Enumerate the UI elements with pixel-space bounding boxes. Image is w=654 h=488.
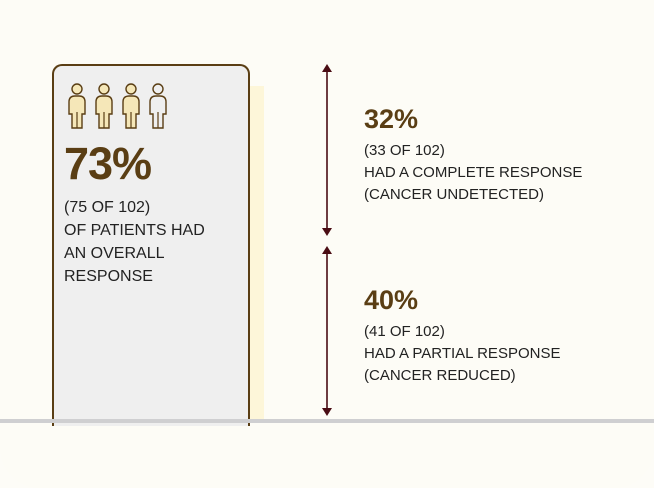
overall-count: (75 OF 102)	[64, 199, 151, 216]
complete-line1: HAD A COMPLETE RESPONSE	[364, 164, 583, 181]
complete-line2: (CANCER UNDETECTED)	[364, 186, 544, 203]
person-icon	[149, 83, 167, 129]
partial-response-arrow	[322, 246, 332, 416]
partial-percent: 40%	[364, 285, 419, 315]
overall-response-card: 73% (75 OF 102) OF PATIENTS HAD AN OVERA…	[52, 64, 250, 426]
overall-percent: 73%	[64, 138, 152, 189]
baseline	[0, 419, 654, 423]
overall-line3: RESPONSE	[64, 268, 153, 285]
partial-line1: HAD A PARTIAL RESPONSE	[364, 345, 561, 362]
complete-description: (33 OF 102) HAD A COMPLETE RESPONSE (CAN…	[364, 140, 582, 206]
overall-line1: OF PATIENTS HAD	[64, 222, 205, 239]
person-icon	[95, 83, 113, 129]
complete-percent: 32%	[364, 104, 419, 134]
overall-line2: AN OVERALL	[64, 245, 165, 262]
person-icon	[68, 83, 86, 129]
overall-description: (75 OF 102) OF PATIENTS HAD AN OVERALL R…	[64, 196, 205, 288]
partial-count: (41 OF 102)	[364, 323, 445, 340]
card-shadow	[250, 86, 264, 419]
person-icon	[122, 83, 140, 129]
patient-icons	[66, 82, 169, 130]
partial-line2: (CANCER REDUCED)	[364, 367, 516, 384]
complete-response-arrow	[322, 64, 332, 236]
partial-description: (41 OF 102) HAD A PARTIAL RESPONSE (CANC…	[364, 321, 560, 387]
complete-count: (33 OF 102)	[364, 142, 445, 159]
arrows	[322, 64, 332, 416]
